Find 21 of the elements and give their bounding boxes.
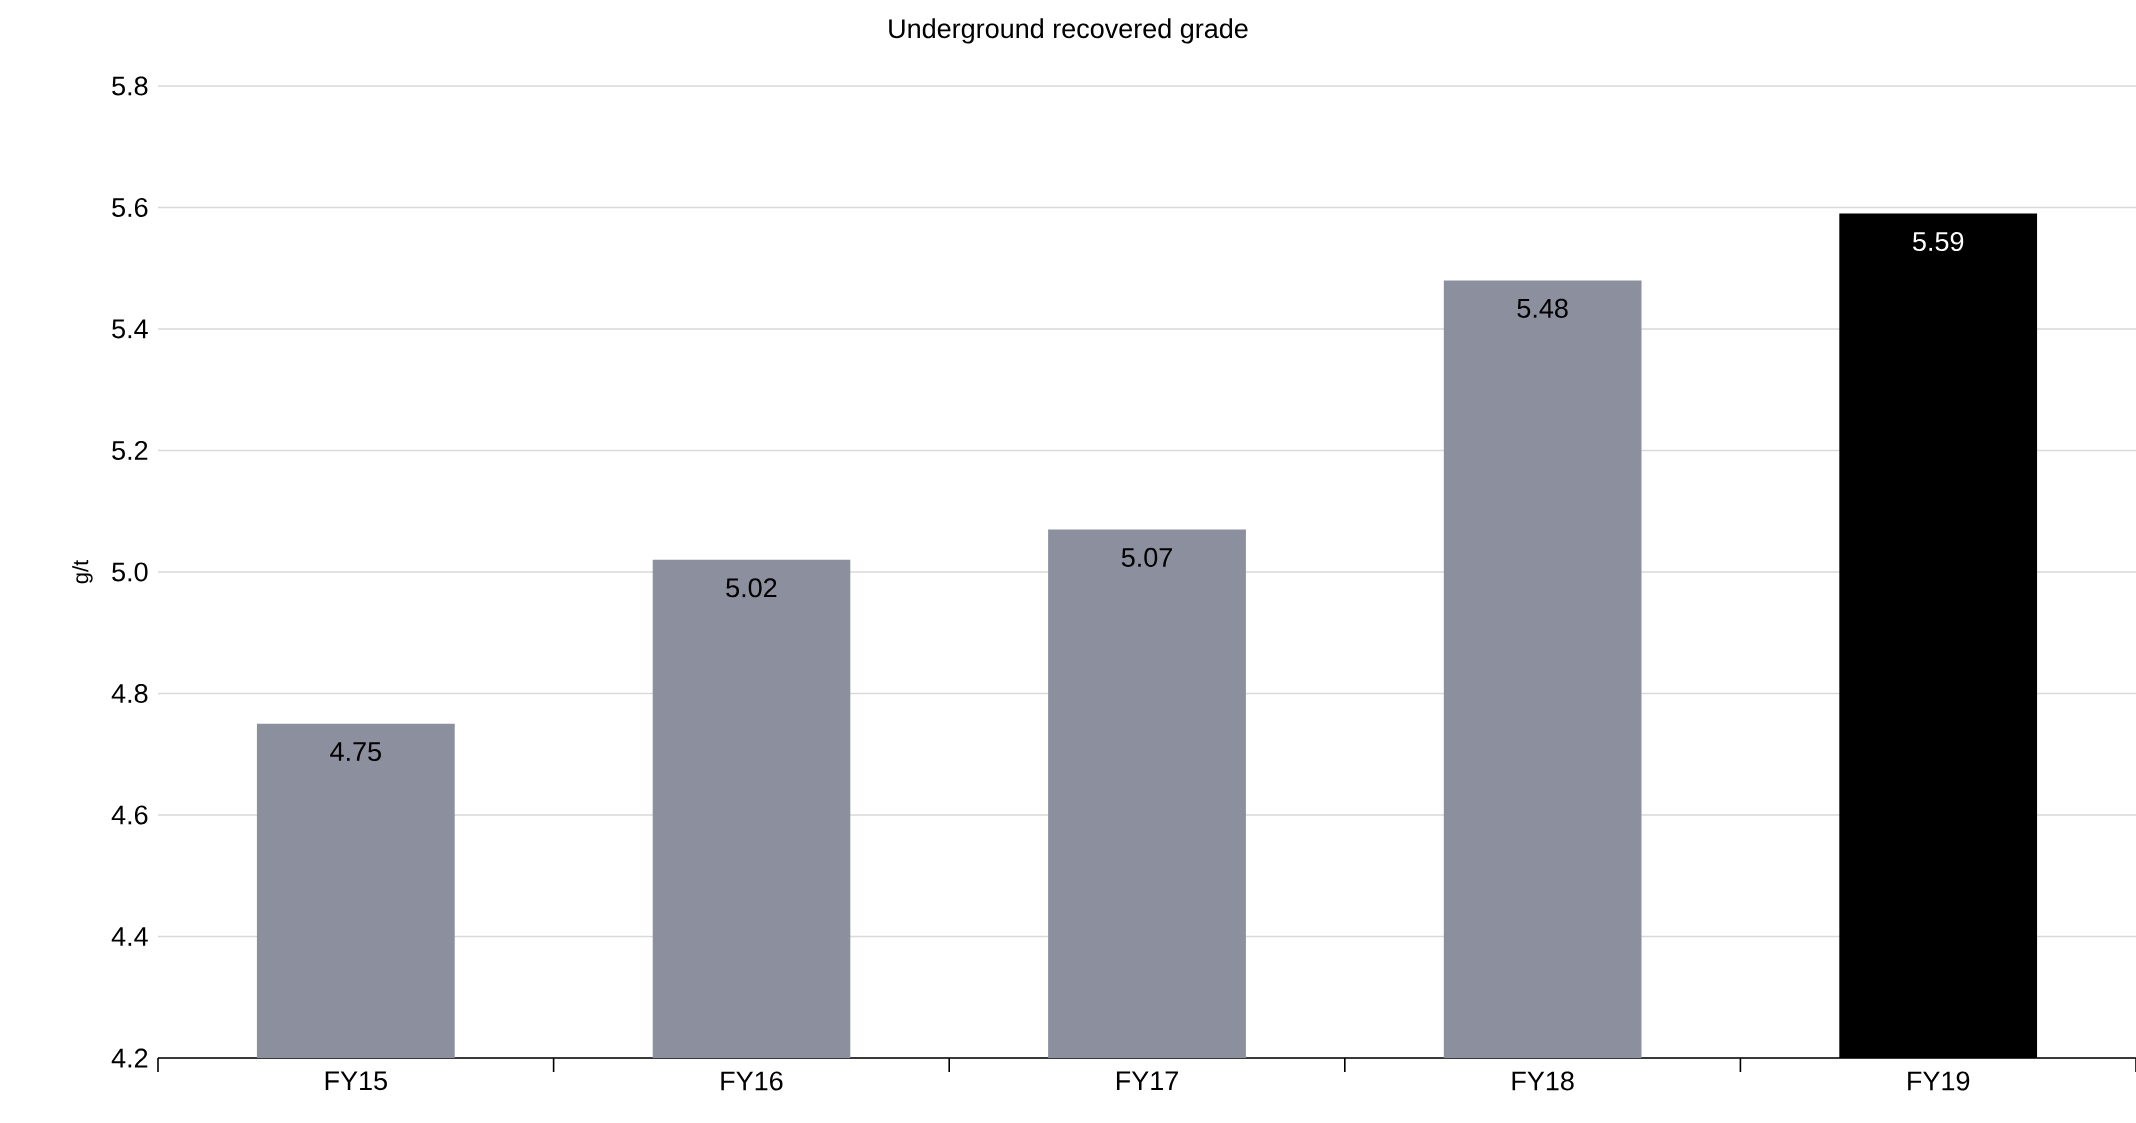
y-tick-label: 5.4 — [112, 319, 148, 339]
data-label: 4.75 — [330, 742, 381, 762]
x-tick-label: FY17 — [1116, 1071, 1178, 1090]
chart-title: Underground recovered grade — [889, 18, 1248, 44]
y-tick-label: 5.6 — [112, 197, 148, 218]
data-label: 5.48 — [1517, 298, 1568, 318]
y-axis-title: g/t — [72, 559, 93, 584]
y-tick-label: 5.2 — [112, 440, 148, 461]
x-tick-label: FY16 — [721, 1071, 783, 1091]
y-tick-label: 5.8 — [112, 76, 148, 96]
y-tick-label: 4.6 — [111, 805, 148, 825]
y-tick-label: 5.0 — [112, 562, 148, 582]
data-label: 5.07 — [1121, 547, 1172, 567]
x-tick-label: FY15 — [325, 1071, 387, 1091]
data-label: 5.59 — [1913, 231, 1964, 252]
y-tick-label: 4.4 — [111, 927, 148, 946]
y-tick-label: 4.8 — [111, 683, 148, 704]
data-label: 5.02 — [726, 578, 777, 598]
x-tick-label: FY18 — [1512, 1071, 1574, 1091]
y-tick-label: 4.2 — [111, 1048, 148, 1068]
x-tick-label: FY19 — [1908, 1071, 1970, 1091]
